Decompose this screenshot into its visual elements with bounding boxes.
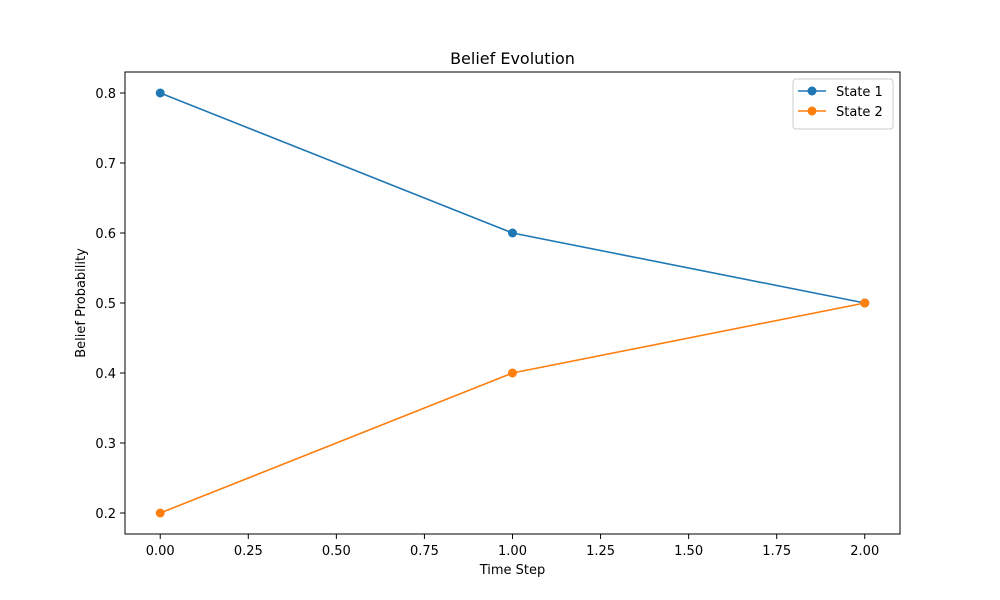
chart-title: Belief Evolution bbox=[450, 49, 575, 68]
x-tick-label: 0.25 bbox=[234, 544, 263, 559]
x-tick-label: 1.25 bbox=[586, 544, 615, 559]
x-tick-label: 0.00 bbox=[146, 544, 175, 559]
x-tick-label: 0.75 bbox=[410, 544, 439, 559]
y-tick-label: 0.6 bbox=[95, 227, 116, 242]
data-point-state-2 bbox=[508, 368, 517, 378]
y-tick-label: 0.3 bbox=[95, 437, 116, 452]
legend-marker-state-1 bbox=[807, 86, 817, 96]
x-tick-label: 1.50 bbox=[674, 544, 703, 559]
data-point-state-1 bbox=[508, 228, 517, 238]
y-tick-label: 0.7 bbox=[95, 157, 116, 172]
x-tick-label: 2.00 bbox=[850, 544, 879, 559]
x-tick-label: 0.50 bbox=[322, 544, 351, 559]
plot-area: 0.00 0.25 0.50 0.75 1.00 1.25 1.50 1.75 2.00 0.2 0… bbox=[95, 71, 901, 559]
legend-label-state-1: State 1 bbox=[836, 85, 883, 100]
data-point-state-2 bbox=[155, 508, 165, 518]
y-tick-label: 0.5 bbox=[95, 297, 116, 312]
y-axis-label: Belief Probability bbox=[74, 248, 89, 358]
x-tick-label: 1.75 bbox=[762, 544, 791, 559]
legend: State 1 State 2 bbox=[792, 78, 894, 130]
y-tick-label: 0.2 bbox=[95, 507, 116, 522]
legend-marker-state-2 bbox=[807, 106, 817, 116]
data-point-state-1 bbox=[155, 88, 165, 98]
y-tick-label: 0.8 bbox=[95, 87, 116, 102]
data-point-state-2 bbox=[860, 298, 870, 308]
x-tick-label: 1.00 bbox=[498, 544, 527, 559]
axes-frame bbox=[124, 71, 901, 535]
y-tick-label: 0.4 bbox=[95, 367, 116, 382]
x-axis-label: Time Step bbox=[479, 563, 546, 578]
legend-label-state-2: State 2 bbox=[836, 105, 883, 120]
